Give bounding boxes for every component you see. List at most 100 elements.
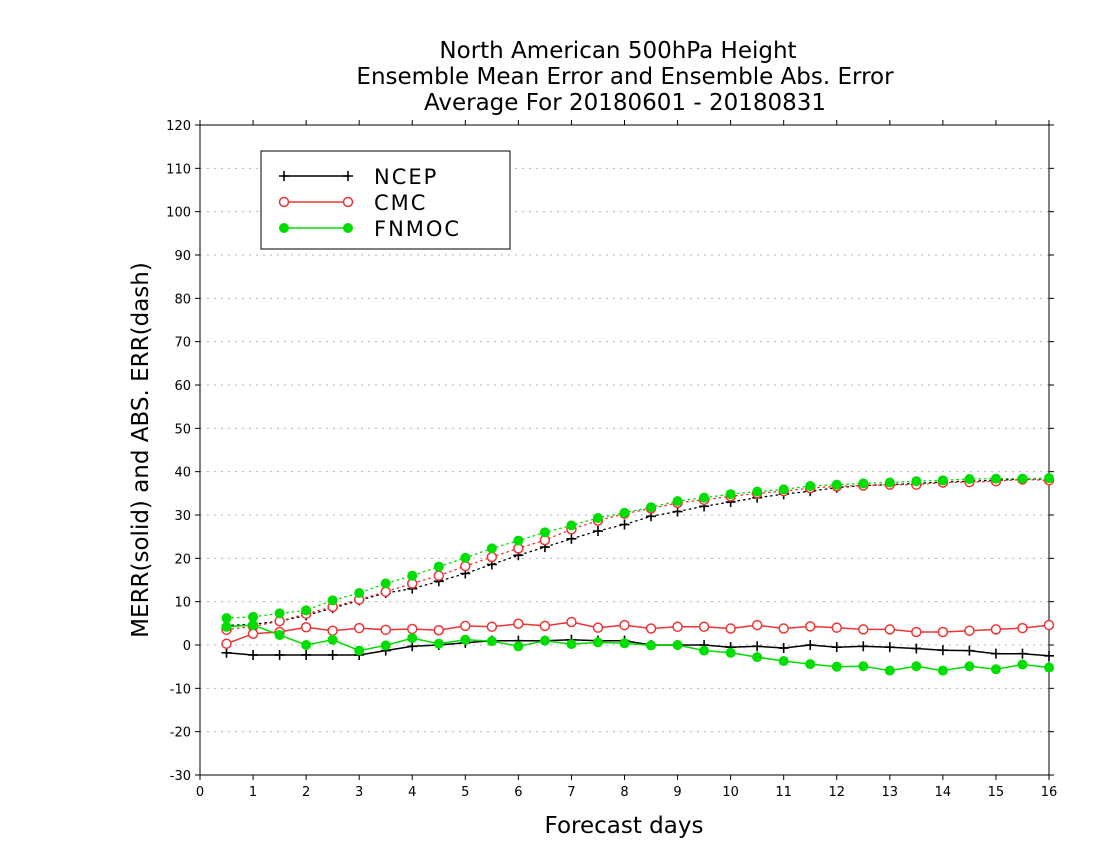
ncep-abs-err-line (225, 478, 1050, 627)
gridlines (200, 167, 1049, 733)
x-tick-label: 8 (620, 785, 628, 800)
x-tick-label: 2 (302, 785, 310, 800)
x-tick-label: 11 (775, 785, 792, 800)
ncep-abs-err-point (672, 506, 683, 517)
ncep-merr-point (327, 649, 338, 660)
legend-label-fnmoc: FNMOC (374, 217, 461, 241)
cmc-merr-point (804, 621, 816, 632)
legend-marker-fnmoc (343, 223, 353, 233)
cmc-merr-point (300, 621, 312, 633)
x-axis-label: Forecast days (545, 813, 704, 839)
fnmoc-abs-err-point (380, 578, 391, 589)
fnmoc-merr-point (831, 661, 842, 672)
legend-marker-cmc (342, 196, 354, 208)
cmc-merr-point (353, 622, 365, 634)
y-tick-label: 80 (174, 292, 191, 307)
fnmoc-merr-point (805, 659, 816, 670)
fnmoc-merr-point (327, 634, 338, 645)
y-tick-label: 100 (166, 206, 191, 221)
ncep-merr-point (248, 649, 259, 660)
legend-marker-fnmoc (279, 223, 289, 233)
cmc-abs-err-point (433, 570, 445, 581)
fnmoc-merr-point (699, 645, 710, 656)
x-tick-label: 9 (673, 785, 681, 800)
fnmoc-abs-err-point (778, 484, 789, 495)
fnmoc-abs-err-point (911, 476, 922, 487)
fnmoc-abs-err-point (301, 605, 312, 616)
ncep-merr-point (1044, 650, 1054, 661)
fnmoc-merr-point (990, 664, 1001, 675)
fnmoc-merr-point (1017, 659, 1028, 670)
fnmoc-merr-point (884, 665, 895, 676)
x-tick-label: 7 (567, 785, 575, 800)
series-ncep (221, 474, 1054, 661)
ncep-merr-point (990, 648, 1001, 659)
cmc-merr-point (937, 626, 949, 638)
fnmoc-abs-err-point (248, 611, 259, 622)
fnmoc-abs-err-point (327, 595, 338, 606)
cmc-merr-point (884, 624, 896, 635)
fnmoc-abs-err-point (964, 474, 975, 485)
cmc-merr-point (380, 624, 391, 636)
x-tick-label: 13 (882, 785, 899, 800)
fnmoc-abs-err-point (592, 513, 603, 524)
fnmoc-merr-point (778, 656, 789, 667)
ncep-merr-point (911, 643, 922, 654)
ncep-abs-err-point (566, 533, 577, 544)
cmc-merr-point (407, 623, 418, 635)
cmc-merr-point (698, 621, 710, 633)
title-line-3: Average For 20180601 - 20180831 (424, 90, 826, 116)
y-tick-label: 40 (174, 466, 191, 481)
fnmoc-abs-err-point (513, 535, 524, 546)
fnmoc-abs-err-point (407, 570, 418, 581)
fnmoc-abs-err-point (805, 480, 816, 491)
y-tick-label: 50 (174, 422, 191, 437)
fnmoc-abs-err-point (1044, 473, 1054, 484)
x-tick-label: 4 (408, 785, 416, 800)
ncep-merr-point (274, 649, 285, 660)
fnmoc-merr-point (274, 630, 285, 641)
series-fnmoc (221, 473, 1054, 676)
fnmoc-abs-err-point (858, 478, 869, 489)
y-tick-label: -30 (170, 769, 191, 784)
ncep-merr-point (805, 640, 816, 650)
fnmoc-abs-err-point (831, 479, 842, 490)
fnmoc-abs-err-point (433, 561, 444, 572)
ncep-abs-err-point (619, 519, 630, 530)
cmc-merr-point (672, 621, 683, 633)
legend-marker-ncep (343, 171, 353, 181)
fnmoc-merr-point (566, 639, 577, 650)
fnmoc-merr-point (592, 637, 603, 648)
cmc-merr-point (247, 628, 259, 639)
title-line-1: North American 500hPa Height (439, 38, 796, 64)
fnmoc-merr-point (248, 620, 259, 631)
cmc-merr-point (486, 621, 498, 633)
cmc-merr-point (539, 620, 551, 632)
fnmoc-merr-point (619, 638, 630, 649)
fnmoc-abs-err-point (486, 543, 497, 554)
ncep-merr-point (964, 645, 975, 656)
cmc-merr-point (831, 622, 842, 633)
ncep-merr-point (221, 647, 232, 658)
cmc-merr-point (964, 625, 975, 636)
fnmoc-merr-point (858, 661, 869, 672)
ncep-merr-point (752, 641, 763, 652)
fnmoc-abs-err-point (354, 588, 365, 598)
cmc-merr-line (226, 621, 1050, 645)
cmc-abs-err-point (380, 586, 391, 597)
cmc-merr-point (221, 638, 232, 649)
y-tick-labels: -30 -20 -10 0 10 20 30 40 50 60 70 80 90 100 110 120 (166, 119, 191, 784)
y-tick-label: -20 (170, 726, 191, 741)
x-tick-label: 12 (828, 785, 845, 800)
fnmoc-abs-err-point (752, 486, 763, 497)
x-tick-label: 15 (988, 785, 1005, 800)
y-tick-label: 60 (174, 379, 191, 394)
cmc-merr-point (990, 624, 1002, 635)
fnmoc-merr-point (513, 641, 524, 652)
fnmoc-merr-point (301, 640, 312, 650)
fnmoc-abs-err-point (619, 507, 630, 518)
fnmoc-abs-err-line (225, 477, 1050, 619)
fnmoc-merr-point (460, 634, 471, 645)
cmc-merr-point (751, 619, 763, 631)
